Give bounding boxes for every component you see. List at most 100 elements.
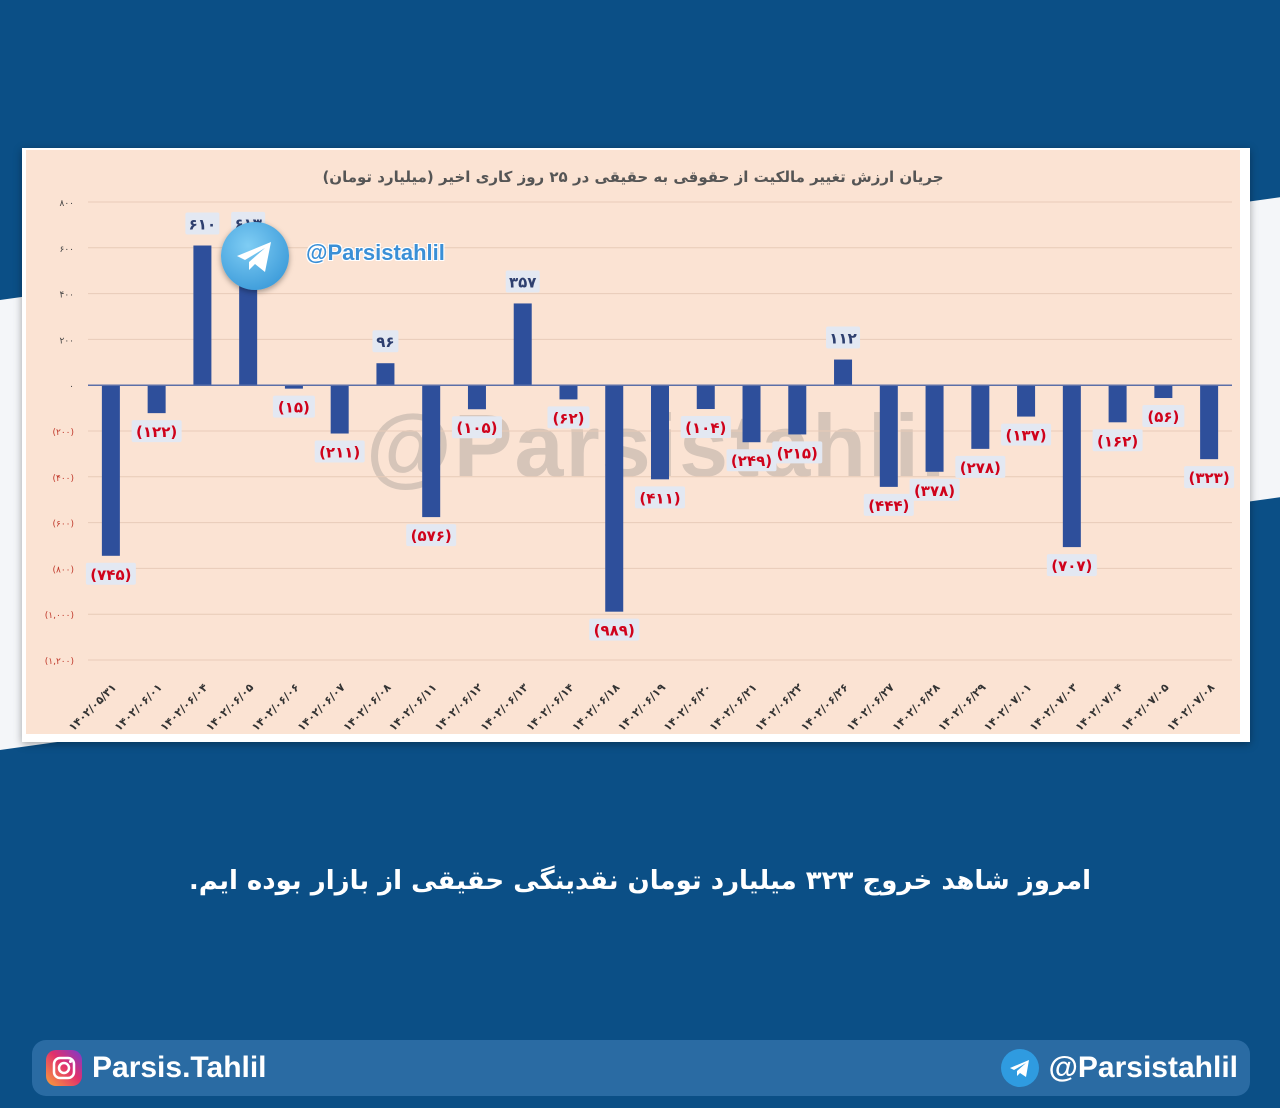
- data-label: ۶۱۰: [189, 216, 216, 234]
- x-tick-label: ۱۴۰۲/۰۶/۱۴: [524, 681, 577, 734]
- x-tick-label: ۱۴۰۲/۰۷/۰۳: [1027, 681, 1080, 734]
- data-label-box: [635, 486, 685, 509]
- y-tick-label: ۲۰۰: [59, 336, 74, 346]
- x-tick-label: ۱۴۰۲/۰۶/۲۲: [753, 681, 806, 734]
- data-label-box: [680, 416, 731, 439]
- data-label: (۵۷۶): [411, 527, 452, 545]
- y-tick-label: (۱,۲۰۰): [45, 657, 74, 667]
- data-label: (۶۲): [552, 409, 584, 427]
- data-label-box: [772, 441, 823, 464]
- y-tick-label: (۲۰۰): [52, 428, 74, 438]
- bar: [788, 385, 807, 435]
- x-tick-label: ۱۴۰۲/۰۶/۰۶: [249, 681, 302, 734]
- data-label-box: [726, 449, 777, 472]
- data-label-box: [863, 493, 914, 516]
- data-label: ۱۱۲: [829, 330, 856, 348]
- telegram-badge-icon: [221, 222, 289, 290]
- x-tick-label: ۱۴۰۲/۰۷/۰۵: [1119, 681, 1172, 734]
- bar: [467, 385, 486, 410]
- data-label: (۲۱۵): [777, 444, 818, 462]
- data-label: (۲۷۸): [960, 459, 1001, 477]
- data-label: (۱۵): [278, 399, 310, 417]
- data-label-box: [955, 455, 1006, 478]
- data-label: ۳۵۷: [509, 273, 536, 291]
- instagram-icon: [46, 1050, 82, 1086]
- chart-card: جریان ارزش تغییر مالکیت از حقوقی به حقیق…: [22, 148, 1250, 742]
- x-tick-label: ۱۴۰۲/۰۷/۰۸: [1164, 681, 1217, 734]
- data-label: (۱۲۲): [136, 423, 177, 441]
- bar: [376, 363, 395, 386]
- y-tick-label: (۶۰۰): [52, 520, 74, 530]
- x-tick-label: ۱۴۰۲/۰۷/۰۴: [1073, 681, 1126, 734]
- bar: [1017, 385, 1036, 417]
- bar: [284, 385, 303, 389]
- y-tick-label: ۸۰۰: [59, 199, 74, 209]
- bar: [1200, 385, 1219, 460]
- x-tick-label: ۱۴۰۲/۰۶/۲۰: [661, 681, 714, 734]
- x-tick-label: ۱۴۰۲/۰۶/۲۸: [890, 681, 943, 734]
- x-tick-label: ۱۴۰۲/۰۶/۲۹: [936, 681, 989, 734]
- bar: [422, 385, 441, 518]
- bar: [696, 385, 715, 410]
- bar: [971, 385, 990, 449]
- data-label: (۲۴۹): [731, 452, 772, 470]
- data-label-box: [1092, 429, 1143, 452]
- bar: [193, 245, 212, 386]
- telegram-handle: @Parsistahlil: [1048, 1051, 1238, 1084]
- x-tick-label: ۱۴۰۲/۰۶/۱۸: [570, 681, 623, 734]
- bar: [1062, 385, 1081, 548]
- footer-bar: Parsis.Tahlil @Parsistahlil: [32, 1040, 1250, 1096]
- data-label: (۴۱۱): [639, 489, 680, 507]
- x-tick-label: ۱۴۰۲/۰۶/۰۵: [203, 681, 256, 734]
- x-tick-label: ۱۴۰۲/۰۷/۰۱: [981, 681, 1034, 734]
- telegram-link[interactable]: @Parsistahlil: [1000, 1048, 1238, 1088]
- data-label: (۷۰۷): [1051, 557, 1092, 575]
- instagram-link[interactable]: Parsis.Tahlil: [46, 1048, 267, 1088]
- bar: [879, 385, 898, 487]
- data-label-box: [85, 562, 136, 585]
- data-label-box: [589, 618, 640, 641]
- data-label: (۵۶): [1147, 408, 1179, 426]
- bar: [1154, 385, 1173, 399]
- data-label-box: [451, 416, 502, 439]
- data-label: (۱۶۲): [1097, 432, 1138, 450]
- data-label: (۴۴۴): [868, 497, 909, 515]
- y-tick-label: ۶۰۰: [59, 245, 74, 255]
- bar: [925, 385, 944, 472]
- x-tick-label: ۱۴۰۲/۰۶/۱۳: [478, 681, 531, 734]
- chart-title: جریان ارزش تغییر مالکیت از حقوقی به حقیق…: [322, 168, 944, 186]
- bar: [651, 385, 669, 480]
- y-tick-label: (۴۰۰): [52, 474, 74, 484]
- data-label-box: [272, 395, 315, 418]
- x-tick-label: ۱۴۰۲/۰۶/۲۶: [798, 681, 851, 734]
- data-label-box: [1184, 466, 1235, 489]
- data-label-box: [372, 330, 399, 353]
- bar: [147, 385, 166, 414]
- bar-chart: ۸۰۰ ۶۰۰ ۴۰۰ ۲۰۰ ۰ (۲۰۰) (۴۰۰) (۶۰۰) (۸۰۰) (۱,۰۰۰)…: [45, 199, 1235, 734]
- data-label: (۲۱۱): [319, 444, 360, 462]
- x-tick-label: ۱۴۰۲/۰۶/۰۴: [158, 681, 211, 734]
- bar: [559, 385, 578, 400]
- data-label-box: [909, 478, 960, 501]
- bar: [513, 303, 532, 386]
- bar: [1108, 385, 1127, 423]
- y-tick-label: ۰: [69, 382, 74, 392]
- bar: [742, 385, 761, 443]
- x-tick-label: ۱۴۰۲/۰۶/۱۹: [615, 681, 668, 734]
- data-label: (۳۷۸): [914, 482, 955, 500]
- data-label: (۷۴۵): [90, 566, 131, 584]
- data-label-box: [547, 406, 590, 429]
- x-tick-label: ۱۴۰۲/۰۶/۰۷: [295, 681, 348, 734]
- data-label: (۹۸۹): [594, 622, 635, 640]
- data-label-box: [826, 326, 861, 349]
- chart-area: جریان ارزش تغییر مالکیت از حقوقی به حقیق…: [26, 150, 1240, 734]
- data-label-box: [1046, 554, 1097, 577]
- data-label-box: [1142, 405, 1185, 428]
- y-tick-label: (۸۰۰): [52, 565, 74, 575]
- bar: [101, 385, 120, 556]
- x-tick-label: ۱۴۰۲/۰۶/۰۱: [112, 681, 165, 734]
- x-tick-label: ۱۴۰۲/۰۶/۱۱: [386, 681, 439, 734]
- data-label-box: [185, 212, 220, 235]
- data-label-box: [1001, 423, 1052, 446]
- x-tick-label: ۱۴۰۲/۰۵/۳۱: [66, 681, 119, 734]
